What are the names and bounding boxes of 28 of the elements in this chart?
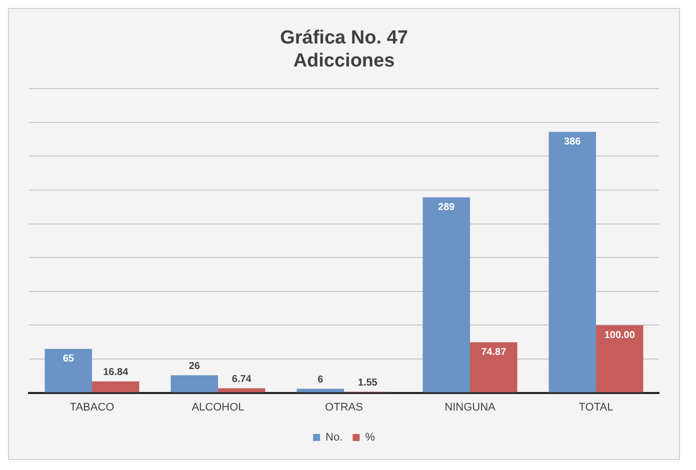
bar (170, 375, 218, 392)
bar (92, 381, 140, 392)
data-label: 386 (564, 136, 582, 148)
legend-label: % (365, 432, 376, 444)
x-tick-label: OTRAS (325, 401, 363, 414)
data-label: 6.74 (232, 374, 252, 385)
data-label: 1.55 (358, 378, 378, 388)
data-label: 6 (318, 374, 324, 386)
data-label: 16.84 (103, 367, 129, 378)
data-label: 65 (62, 354, 74, 365)
data-label: 26 (188, 360, 200, 372)
data-label: 74.87 (481, 346, 507, 358)
x-tick-label: ALCOHOL (192, 401, 244, 414)
x-tick-label: NINGUNA (444, 401, 496, 414)
bar (218, 388, 266, 392)
bar (596, 325, 644, 392)
x-tick-label: TABACO (70, 401, 115, 414)
legend-label: No. (326, 432, 343, 444)
bar (470, 342, 518, 392)
data-label: 289 (438, 202, 456, 214)
bar (422, 197, 470, 392)
text: Adicciones (293, 50, 395, 72)
bar (296, 388, 344, 392)
text: Gráfica No. 47 (280, 28, 408, 49)
data-label: 100.00 (604, 330, 636, 341)
bar (44, 348, 92, 392)
x-tick-label: TOTAL (578, 401, 614, 414)
bar (548, 132, 596, 392)
